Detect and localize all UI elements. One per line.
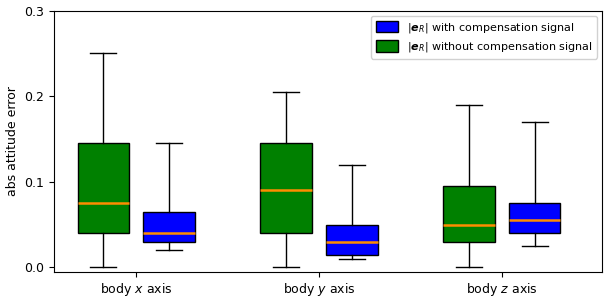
PathPatch shape <box>143 212 195 242</box>
PathPatch shape <box>260 143 312 233</box>
PathPatch shape <box>509 203 561 233</box>
PathPatch shape <box>78 143 129 233</box>
Legend: $|\boldsymbol{e}_R|$ with compensation signal, $|\boldsymbol{e}_R|$ without comp: $|\boldsymbol{e}_R|$ with compensation s… <box>371 16 597 59</box>
PathPatch shape <box>443 186 494 242</box>
PathPatch shape <box>326 225 378 254</box>
Y-axis label: abs attitude error: abs attitude error <box>5 86 19 196</box>
